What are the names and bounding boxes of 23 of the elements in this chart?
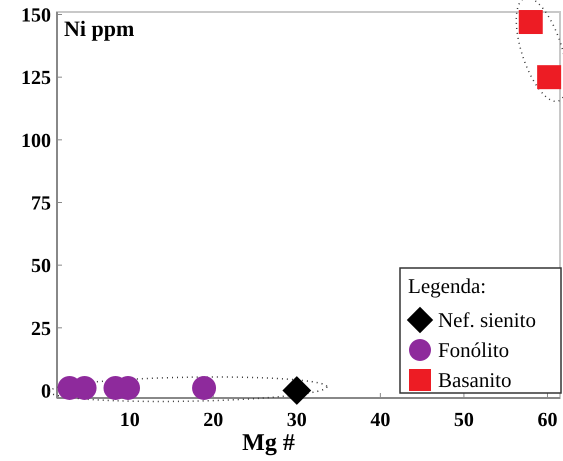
y-tick-label: 125 bbox=[21, 67, 51, 90]
x-tick-label: 10 bbox=[120, 409, 140, 431]
y-tick-label: 25 bbox=[31, 318, 51, 340]
x-tick-label: 30 bbox=[286, 409, 307, 431]
y-tick-label: 0 bbox=[41, 380, 51, 402]
legend-label: Nef. sienito bbox=[438, 308, 536, 332]
point bbox=[537, 65, 562, 90]
y-tick-label: 150 bbox=[21, 4, 51, 27]
y-tick-label: 100 bbox=[21, 130, 51, 152]
x-tick-label: 40 bbox=[370, 409, 390, 431]
point bbox=[282, 376, 312, 405]
x-axis-title: Mg # bbox=[242, 430, 295, 456]
y-tick-label: 75 bbox=[31, 192, 51, 214]
point bbox=[192, 376, 216, 400]
y-tick-label: 50 bbox=[31, 255, 51, 278]
legend-label: Basanito bbox=[438, 368, 512, 392]
x-tick-label: 20 bbox=[203, 409, 224, 431]
x-tick-label: 60 bbox=[537, 409, 558, 431]
legend-label: Fonólito bbox=[438, 338, 510, 362]
legend-title: Legenda: bbox=[408, 274, 486, 298]
point bbox=[518, 10, 543, 34]
x-tick-label: 50 bbox=[454, 409, 474, 431]
chart-title: Ni ppm bbox=[64, 16, 134, 41]
